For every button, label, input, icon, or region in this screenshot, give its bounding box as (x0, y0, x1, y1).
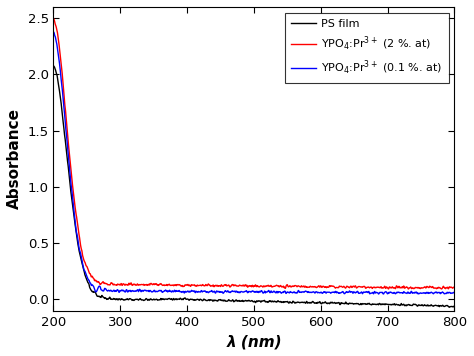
X-axis label: λ (nm): λ (nm) (226, 334, 282, 349)
YPO$_4$:Pr$^{3+}$ (0.1 %. at) (51, 30, 56, 34)
YPO$_4$:Pr$^{3+}$ (2 %. at) (452, 285, 457, 289)
PS film (186, 298, 191, 302)
Legend: PS film, YPO$_4$:Pr$^{3+}$ (2 %. at), YPO$_4$:Pr$^{3+}$ (0.1 %. at): PS film, YPO$_4$:Pr$^{3+}$ (2 %. at), YP… (285, 12, 449, 83)
YPO$_4$:Pr$^{3+}$ (0.1 %. at) (261, 290, 267, 294)
YPO$_4$:Pr$^{3+}$ (0.1 %. at) (186, 290, 191, 294)
YPO$_4$:Pr$^{3+}$ (0.1 %. at) (118, 289, 124, 293)
PS film (270, 299, 275, 303)
YPO$_4$:Pr$^{3+}$ (2 %. at) (270, 284, 275, 289)
PS film (225, 299, 230, 303)
YPO$_4$:Pr$^{3+}$ (2 %. at) (405, 287, 411, 291)
YPO$_4$:Pr$^{3+}$ (0.1 %. at) (270, 290, 275, 294)
YPO$_4$:Pr$^{3+}$ (2 %. at) (186, 283, 191, 288)
PS film (118, 297, 124, 301)
Line: YPO$_4$:Pr$^{3+}$ (0.1 %. at): YPO$_4$:Pr$^{3+}$ (0.1 %. at) (54, 32, 455, 294)
YPO$_4$:Pr$^{3+}$ (0.1 %. at) (376, 292, 382, 296)
PS film (51, 64, 56, 68)
YPO$_4$:Pr$^{3+}$ (2 %. at) (225, 283, 230, 288)
PS film (104, 297, 109, 302)
YPO$_4$:Pr$^{3+}$ (0.1 %. at) (452, 291, 457, 295)
YPO$_4$:Pr$^{3+}$ (2 %. at) (51, 16, 56, 21)
Line: PS film: PS film (54, 66, 455, 307)
YPO$_4$:Pr$^{3+}$ (2 %. at) (261, 284, 267, 288)
YPO$_4$:Pr$^{3+}$ (2 %. at) (104, 282, 109, 286)
YPO$_4$:Pr$^{3+}$ (0.1 %. at) (225, 289, 230, 293)
Line: YPO$_4$:Pr$^{3+}$ (2 %. at): YPO$_4$:Pr$^{3+}$ (2 %. at) (54, 19, 455, 289)
YPO$_4$:Pr$^{3+}$ (0.1 %. at) (104, 288, 109, 292)
PS film (261, 298, 267, 303)
PS film (447, 305, 452, 309)
PS film (452, 304, 457, 308)
Y-axis label: Absorbance: Absorbance (7, 108, 22, 209)
YPO$_4$:Pr$^{3+}$ (2 %. at) (118, 282, 124, 286)
